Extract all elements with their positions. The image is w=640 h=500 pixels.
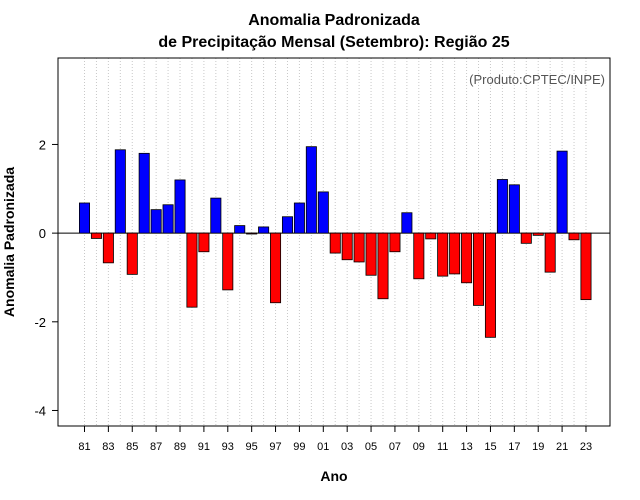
credit-annotation: (Produto:CPTEC/INPE) (469, 72, 605, 87)
bar-2017 (508, 184, 520, 234)
y-axis-title: Anomalia Padronizada (1, 167, 17, 317)
bar-2013 (461, 232, 473, 284)
x-tick-label: 93 (222, 441, 234, 453)
bar-1999 (293, 202, 305, 234)
x-axis-title: Ano (320, 468, 347, 484)
bar-2016 (496, 179, 508, 234)
x-tick-label: 85 (126, 441, 138, 453)
bar-2007 (389, 232, 401, 253)
x-tick-label: 11 (437, 441, 448, 453)
y-tick-label: 0 (39, 226, 46, 241)
x-tick-label: 15 (484, 441, 496, 453)
x-tick-label: 07 (389, 441, 401, 453)
x-tick-label: 83 (102, 441, 114, 453)
bar-2001 (317, 191, 329, 234)
x-tick-label: 09 (413, 441, 425, 453)
x-tick-label: 81 (78, 441, 90, 453)
bar-1993 (222, 232, 234, 291)
bar-2006 (377, 232, 389, 300)
bar-1996 (258, 226, 270, 234)
x-tick-label: 87 (150, 441, 162, 453)
bar-1987 (150, 209, 162, 234)
bar-1988 (162, 204, 174, 234)
bar-2011 (437, 232, 449, 277)
x-tick-label: 91 (198, 441, 210, 453)
x-tick-label: 23 (580, 441, 592, 453)
bar-2019 (532, 232, 544, 236)
y-tick-label: -2 (34, 315, 46, 330)
y-tick-label: -4 (34, 403, 46, 418)
bar-1992 (210, 197, 222, 234)
x-tick-label: 89 (174, 441, 186, 453)
bar-1982 (90, 232, 102, 239)
bar-1990 (186, 232, 198, 308)
x-axis: 81 83 85 87 89 91 93 95 97 99 01 03 05 07 09 11 13 15 17 19… (78, 426, 592, 453)
y-axis: -4 -2 0 2 (34, 137, 58, 418)
x-tick-label: 95 (246, 441, 258, 453)
bar-2003 (341, 232, 353, 261)
bar-2015 (484, 232, 496, 338)
bar-2021 (556, 150, 568, 234)
y-tick-label: 2 (39, 137, 46, 152)
bar-1991 (198, 232, 210, 253)
x-tick-label: 01 (317, 441, 329, 453)
x-tick-label: 21 (556, 441, 568, 453)
bar-1995 (246, 232, 258, 235)
x-tick-label: 17 (508, 441, 520, 453)
bar-2014 (473, 232, 485, 306)
bar-2010 (425, 232, 437, 240)
x-tick-label: 19 (532, 441, 544, 453)
bar-2005 (365, 232, 377, 276)
x-tick-label: 13 (460, 441, 472, 453)
x-tick-label: 05 (365, 441, 377, 453)
bar-2020 (544, 232, 556, 273)
chart-title-line-2: de Precipitação Mensal (Setembro): Regiã… (158, 34, 509, 51)
x-tick-label: 99 (293, 441, 305, 453)
bar-1989 (174, 179, 186, 234)
bar-2012 (449, 232, 461, 275)
bar-1983 (102, 232, 114, 264)
bar-1994 (234, 225, 246, 234)
bar-2022 (568, 232, 580, 241)
bar-2009 (413, 232, 425, 280)
bar-1984 (114, 149, 126, 234)
bar-1998 (281, 216, 293, 234)
chart-title-line-1: Anomalia Padronizada (248, 12, 420, 29)
bar-2023 (580, 232, 592, 301)
bar-2004 (353, 232, 365, 263)
bars (79, 146, 592, 338)
bar-2018 (520, 232, 532, 244)
plot-frame (57, 57, 611, 427)
bar-1986 (138, 152, 150, 234)
bar-1997 (270, 232, 282, 304)
bar-1981 (79, 202, 91, 234)
x-tick-label: 03 (341, 441, 353, 453)
bar-2008 (401, 212, 413, 234)
x-tick-label: 97 (269, 441, 281, 453)
bar-2002 (329, 232, 341, 254)
bar-2000 (305, 146, 317, 234)
bar-1985 (126, 232, 138, 275)
